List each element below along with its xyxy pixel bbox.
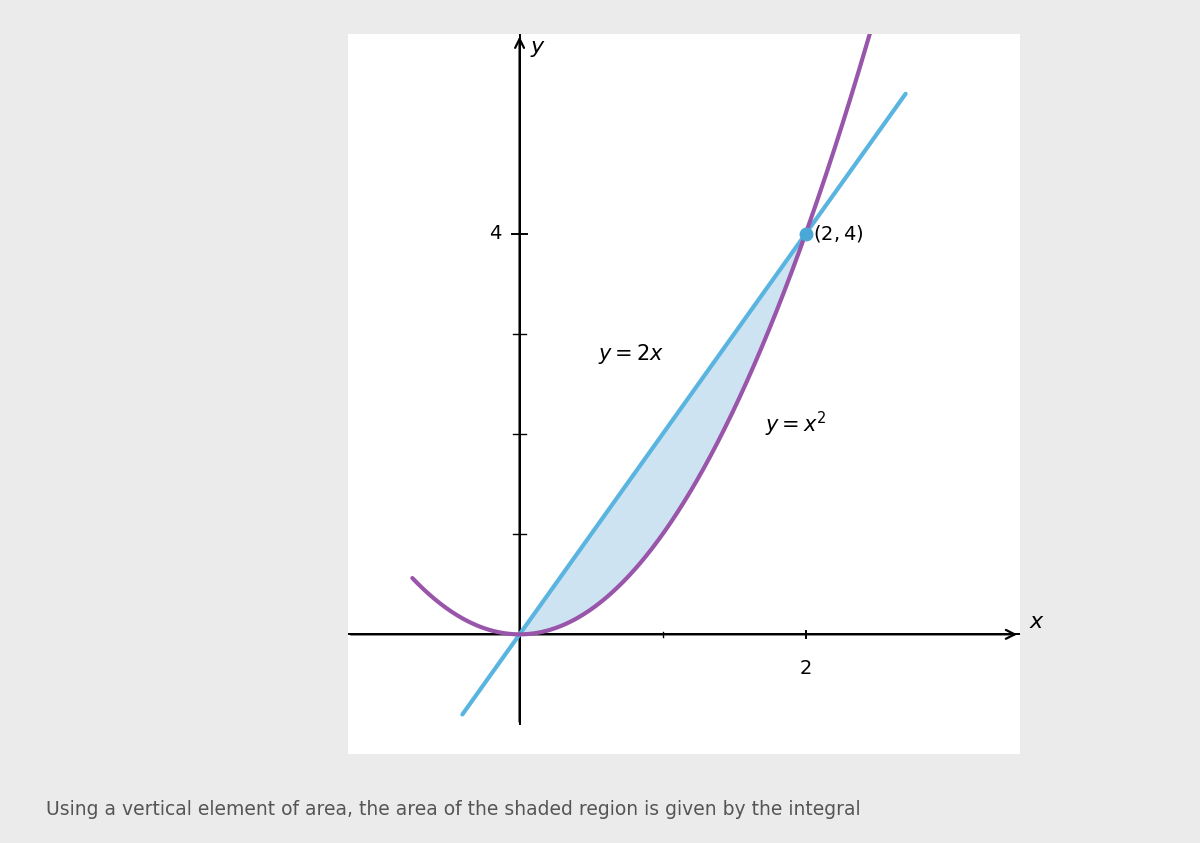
Text: $y$: $y$ [529,39,546,59]
Text: 2: 2 [799,659,811,679]
Text: $(2, 4)$: $(2, 4)$ [812,223,863,244]
Text: $x$: $x$ [1028,612,1044,632]
Text: 4: 4 [488,224,500,244]
Text: $y = x^2$: $y = x^2$ [766,410,827,438]
Text: Using a vertical element of area, the area of the shaded region is given by the : Using a vertical element of area, the ar… [46,800,860,819]
Text: $y = 2x$: $y = 2x$ [599,342,665,366]
